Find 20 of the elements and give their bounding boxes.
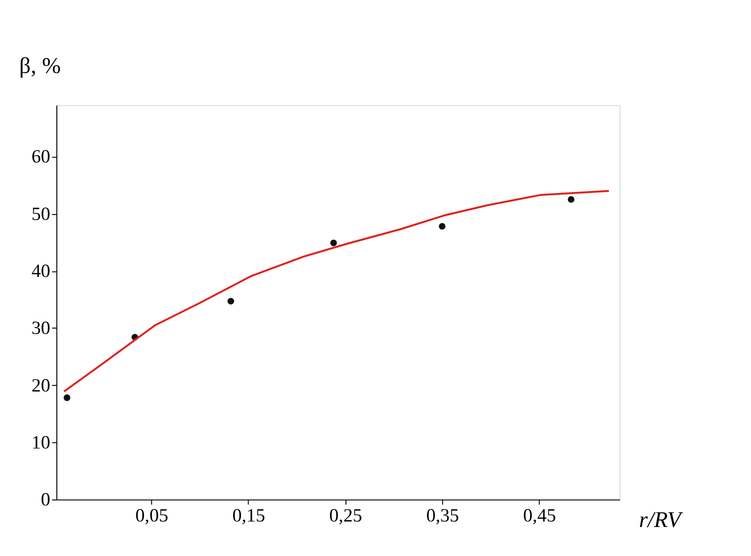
point: [438, 223, 446, 230]
y-tick-label: 50: [31, 204, 50, 225]
line-series: [63, 190, 610, 392]
y-tick-label: 60: [31, 146, 50, 168]
y-tick-label: 40: [31, 260, 50, 282]
point: [330, 240, 337, 246]
y-tick-label: 10: [31, 432, 50, 454]
y-tick-label: 30: [31, 318, 50, 340]
x-tick-label: 0,15: [232, 506, 266, 527]
y-tick-label: 20: [31, 375, 50, 396]
point: [64, 394, 70, 402]
y-tick-label: 0: [40, 490, 50, 511]
x-tick-label: 0,25: [329, 506, 362, 527]
x-axis-title: r/RV: [638, 507, 684, 532]
point: [568, 196, 574, 203]
y-axis-title: β, %: [19, 52, 61, 78]
x-tick-label: 0,05: [135, 506, 168, 527]
x-tick-label: 0,45: [523, 506, 556, 527]
x-tick-label: 0,35: [426, 506, 460, 527]
point: [228, 298, 234, 304]
